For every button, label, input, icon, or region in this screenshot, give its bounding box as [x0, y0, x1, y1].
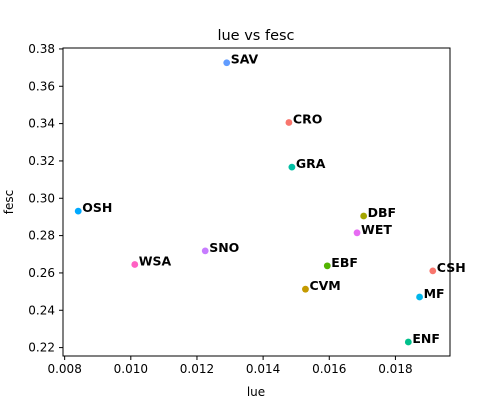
x-tick-label: 0.012	[180, 362, 214, 376]
data-point	[416, 293, 423, 301]
point-label: EBF	[331, 255, 358, 270]
data-point	[201, 247, 209, 255]
chart-title: lue vs fesc	[217, 28, 294, 44]
x-tick-label: 0.016	[312, 362, 346, 376]
data-point	[285, 119, 293, 126]
point-label: CSH	[437, 260, 466, 275]
y-tick-label: 0.22	[28, 341, 55, 355]
point-label: CRO	[293, 111, 322, 126]
x-tick-label: 0.008	[47, 362, 81, 376]
x-tick-label: 0.010	[114, 362, 148, 376]
y-tick-label: 0.26	[28, 266, 55, 280]
point-label: OSH	[82, 200, 112, 215]
y-tick-label: 0.24	[28, 303, 55, 317]
point-label: GRA	[296, 156, 326, 171]
point-label: CVM	[309, 278, 340, 293]
x-tick-label: 0.014	[246, 362, 280, 376]
point-label: MF	[424, 286, 445, 301]
y-tick-label: 0.36	[28, 79, 55, 93]
point-label: WET	[361, 222, 392, 237]
data-point	[323, 262, 331, 270]
y-tick-label: 0.38	[28, 42, 55, 56]
data-point	[74, 207, 82, 215]
data-point	[131, 261, 139, 268]
data-point	[302, 285, 309, 293]
point-label: SAV	[231, 52, 259, 67]
y-tick-label: 0.32	[28, 154, 55, 168]
y-tick-label: 0.34	[28, 117, 55, 131]
x-tick-label: 0.018	[378, 362, 412, 376]
data-point	[360, 212, 368, 220]
data-point	[404, 338, 412, 346]
point-label: ENF	[412, 331, 440, 346]
y-axis-label: fesc	[2, 190, 16, 214]
point-label: DBF	[368, 205, 396, 220]
data-point	[353, 229, 361, 237]
point-label: SNO	[209, 240, 239, 255]
plot-area: 0.008 0.010 0.012 0.014 0.016 0.018 0.22 0.24 0.…	[28, 42, 465, 376]
y-tick-label: 0.28	[28, 229, 55, 243]
data-point	[223, 59, 231, 67]
point-label: WSA	[139, 254, 172, 269]
axes-frame	[62, 47, 451, 357]
y-tick-label: 0.30	[28, 191, 55, 205]
data-point	[288, 163, 296, 171]
x-axis-label: lue	[247, 385, 265, 399]
data-point	[429, 267, 437, 275]
